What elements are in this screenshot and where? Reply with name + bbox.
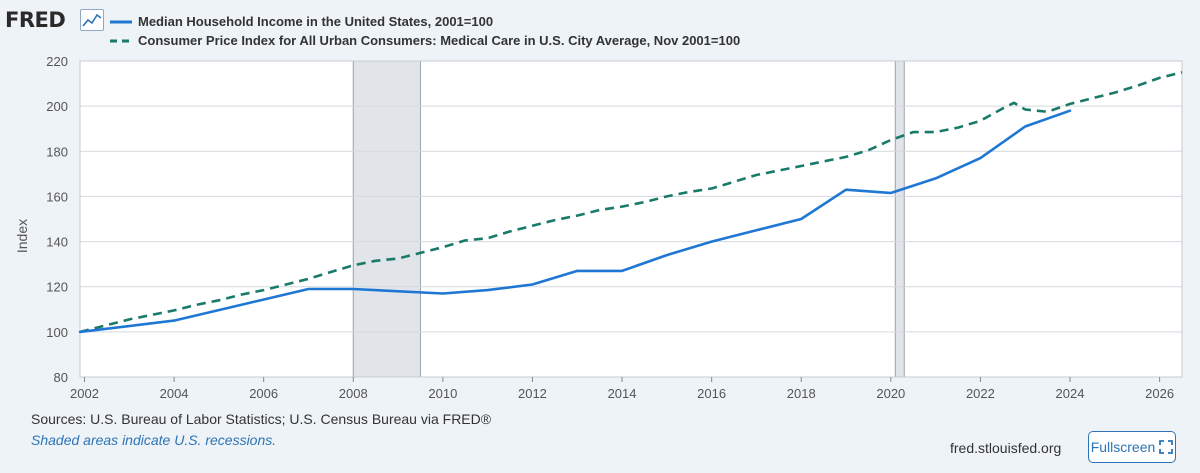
y-axis-label: Index xyxy=(14,219,30,253)
legend-item-income[interactable]: Median Household Income in the United St… xyxy=(110,12,740,31)
fullscreen-button[interactable]: Fullscreen xyxy=(1088,431,1176,463)
x-tick-label: 2020 xyxy=(876,386,905,401)
series-line-cpi-medical[interactable] xyxy=(79,71,1183,334)
line-chart[interactable]: 80 100 120 140 160 180 200 220 2002 2004 2006 2008… xyxy=(0,46,1200,406)
plot-area xyxy=(80,61,1182,377)
recession-layer xyxy=(352,61,905,377)
legend-label-income: Median Household Income in the United St… xyxy=(138,14,494,29)
fred-logo[interactable]: FRED xyxy=(5,8,66,32)
y-tick-label: 220 xyxy=(46,54,68,69)
x-tick-label: 2010 xyxy=(428,386,457,401)
fred-url[interactable]: fred.stlouisfed.org xyxy=(950,440,1062,456)
x-axis-ticks: 2002 2004 2006 2008 2010 2012 2014 2016 2018 2020… xyxy=(70,377,1174,401)
legend-label-cpi: Consumer Price Index for All Urban Consu… xyxy=(138,33,741,48)
grid-layer xyxy=(79,60,1183,378)
x-tick-label: 2024 xyxy=(1056,386,1085,401)
plot-border xyxy=(79,60,1183,378)
x-tick-label: 2006 xyxy=(249,386,278,401)
x-tick-label: 2002 xyxy=(70,386,99,401)
series-line-median-income[interactable] xyxy=(78,109,1072,334)
fullscreen-label: Fullscreen xyxy=(1090,439,1156,455)
recession-band xyxy=(895,61,905,377)
y-tick-label: 160 xyxy=(46,189,68,204)
y-tick-label: 200 xyxy=(46,99,68,114)
x-tick-label: 2016 xyxy=(697,386,726,401)
legend-swatch-cpi xyxy=(110,39,132,42)
series-layer xyxy=(78,71,1183,334)
y-tick-label: 100 xyxy=(46,325,68,340)
x-tick-label: 2012 xyxy=(518,386,547,401)
recession-note: Shaded areas indicate U.S. recessions. xyxy=(31,432,277,448)
y-tick-label: 180 xyxy=(46,144,68,159)
legend-item-cpi[interactable]: Consumer Price Index for All Urban Consu… xyxy=(110,31,740,50)
y-axis-ticks: 80 100 120 140 160 180 200 220 xyxy=(46,54,68,385)
x-tick-label: 2008 xyxy=(339,386,368,401)
expand-icon xyxy=(1159,440,1174,454)
footer-sources: Sources: U.S. Bureau of Labor Statistics… xyxy=(31,411,492,427)
x-tick-label: 2014 xyxy=(608,386,637,401)
x-tick-label: 2022 xyxy=(966,386,995,401)
legend-swatch-income xyxy=(110,20,132,23)
x-tick-label: 2018 xyxy=(787,386,816,401)
chart-header: FRED Median Household Income in the Unit… xyxy=(0,0,1200,50)
line-chart-icon xyxy=(80,9,104,31)
chart-legend: Median Household Income in the United St… xyxy=(110,12,740,50)
y-tick-label: 140 xyxy=(46,235,68,250)
y-tick-label: 80 xyxy=(54,370,68,385)
x-tick-label: 2026 xyxy=(1145,386,1174,401)
y-tick-label: 120 xyxy=(46,280,68,295)
x-tick-label: 2004 xyxy=(160,386,189,401)
recession-band xyxy=(353,61,421,377)
